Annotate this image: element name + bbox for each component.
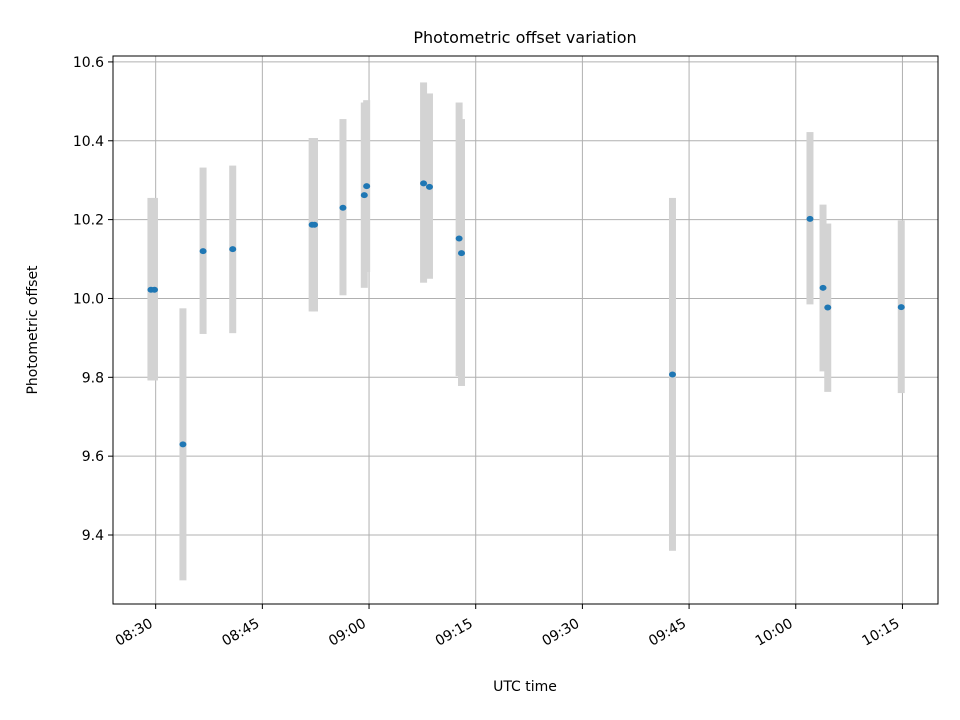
- data-point: [806, 215, 814, 222]
- data-points: [147, 180, 905, 448]
- plot-frame: [112, 55, 939, 605]
- x-tick-label: 08:30: [113, 616, 156, 650]
- data-point: [819, 284, 827, 291]
- data-point: [668, 371, 676, 378]
- x-tick-label: 10:00: [753, 616, 796, 650]
- grid: [113, 56, 938, 604]
- data-point: [311, 221, 319, 228]
- x-tick-label: 09:30: [539, 616, 582, 650]
- y-tick-label: 9.6: [82, 449, 104, 465]
- data-point: [360, 192, 368, 199]
- y-tick-label: 10.4: [73, 134, 104, 150]
- x-tick-label: 09:15: [433, 616, 476, 650]
- y-tick-label: 10.0: [73, 291, 104, 307]
- x-axis-ticks: 08:30 08:45 09:00 09:15 09:30 09:45 10:00 10:15: [113, 604, 903, 650]
- error-bars: [147, 82, 905, 581]
- data-point: [363, 183, 371, 190]
- x-tick-label: 09:00: [326, 616, 369, 650]
- data-point: [425, 183, 433, 190]
- y-axis-label: Photometric offset: [25, 265, 41, 395]
- data-point: [199, 248, 207, 255]
- x-tick-label: 10:15: [859, 616, 902, 650]
- data-point: [455, 235, 463, 242]
- y-tick-label: 9.4: [82, 528, 104, 544]
- y-axis-ticks: 9.4 9.6 9.8 10.0 10.2 10.4 10.6: [73, 55, 113, 544]
- data-point: [420, 180, 428, 187]
- data-point: [897, 304, 905, 311]
- data-point: [150, 286, 158, 293]
- x-axis-label: UTC time: [493, 679, 557, 695]
- chart-title: Photometric offset variation: [413, 28, 636, 47]
- y-tick-label: 9.8: [82, 370, 104, 386]
- data-point: [824, 304, 832, 311]
- x-tick-label: 09:45: [646, 616, 689, 650]
- data-point: [179, 441, 187, 448]
- data-point: [229, 246, 237, 253]
- x-tick-label: 08:45: [219, 616, 262, 650]
- data-point: [457, 250, 465, 257]
- y-tick-label: 10.2: [73, 213, 104, 229]
- data-point: [339, 204, 347, 211]
- y-tick-label: 10.6: [73, 55, 104, 71]
